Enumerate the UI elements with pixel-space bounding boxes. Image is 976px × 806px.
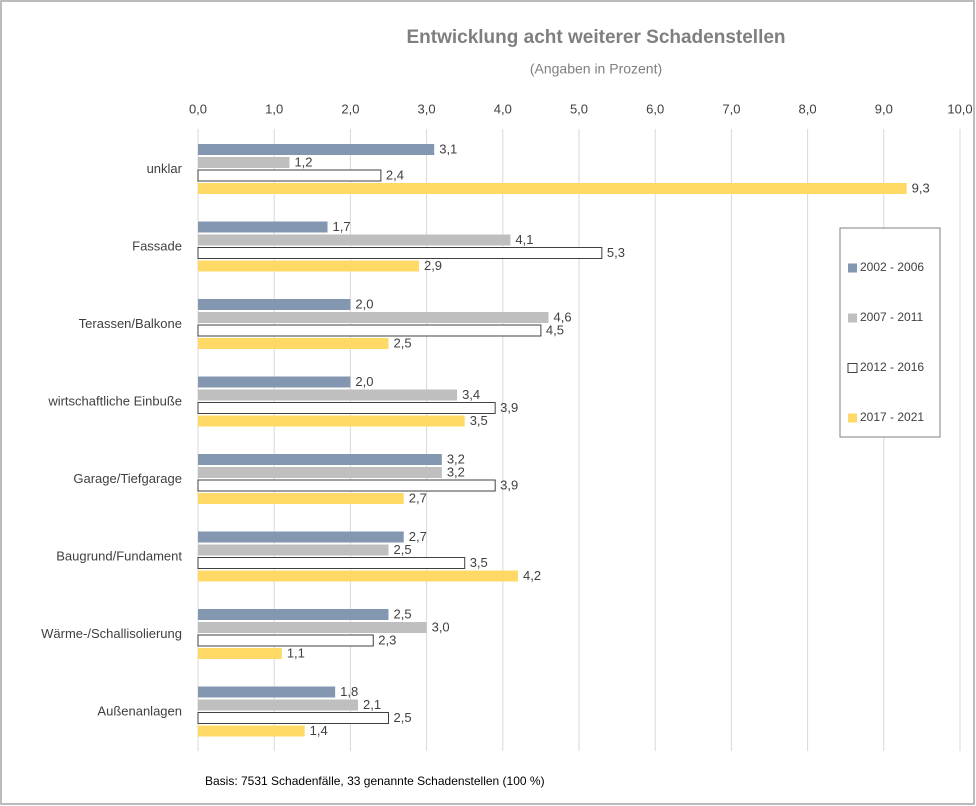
bar [198, 221, 328, 233]
y-tick-label: unklar [147, 161, 183, 176]
bar [198, 570, 519, 582]
bar [198, 454, 442, 465]
y-tick-label: wirtschaftliche Einbuße [47, 394, 182, 409]
x-tick-label: 4,0 [494, 101, 512, 116]
y-tick-label: Außenanlagen [97, 704, 182, 719]
data-label: 3,5 [470, 555, 488, 570]
y-tick-label: Wärme-/Schallisolierung [41, 626, 182, 641]
x-tick-label: 5,0 [570, 101, 588, 116]
data-label: 2,7 [409, 490, 427, 505]
x-tick-label: 9,0 [875, 101, 893, 116]
legend-label: 2007 - 2011 [860, 310, 923, 324]
bar [197, 634, 374, 647]
legend-swatch [848, 263, 857, 273]
x-tick-label: 6,0 [646, 101, 664, 116]
data-label: 3,2 [447, 451, 465, 466]
bar [198, 389, 458, 401]
bar [198, 622, 427, 633]
bar [198, 467, 442, 478]
legend-box [839, 227, 941, 438]
bar [198, 415, 465, 427]
bar [198, 699, 359, 711]
bar [197, 247, 603, 259]
data-label: 1,8 [340, 684, 358, 699]
data-label: 2,7 [409, 529, 427, 544]
x-tick-label: 10,0 [947, 101, 972, 116]
x-tick-label: 0,0 [189, 101, 207, 116]
bar [198, 376, 351, 388]
data-label: 3,9 [500, 400, 518, 415]
data-label: 4,1 [515, 232, 533, 247]
data-label: 3,4 [462, 387, 480, 402]
data-label: 2,5 [394, 606, 412, 621]
data-label: 2,0 [355, 374, 373, 389]
data-label: 3,5 [470, 413, 488, 428]
x-tick-label: 2,0 [341, 101, 359, 116]
data-label: 2,3 [378, 632, 396, 647]
legend-swatch [848, 313, 857, 323]
x-tick-label: 8,0 [799, 101, 817, 116]
data-label: 2,5 [394, 335, 412, 350]
y-tick-label: Baugrund/Fundament [56, 549, 182, 564]
bar [198, 531, 404, 543]
bar [198, 493, 404, 504]
data-label: 1,4 [310, 723, 328, 738]
bar [198, 686, 336, 698]
bar [198, 260, 419, 272]
chart-title: Entwicklung acht weiterer Schadenstellen [406, 27, 785, 48]
bar [197, 324, 542, 337]
bar [198, 299, 351, 310]
bar [198, 544, 389, 556]
data-label: 2,0 [355, 296, 373, 311]
bar [198, 648, 282, 659]
legend-label: 2017 - 2021 [860, 410, 924, 424]
data-label: 3,1 [439, 141, 457, 156]
chart-subtitle: (Angaben in Prozent) [530, 61, 662, 77]
data-label: 2,5 [394, 542, 412, 557]
data-label: 2,9 [424, 258, 442, 273]
bar [198, 157, 290, 168]
data-label: 5,3 [607, 245, 625, 260]
data-label: 2,4 [386, 167, 404, 182]
data-label: 2,1 [363, 697, 381, 712]
bar [198, 725, 305, 737]
bar [197, 479, 496, 492]
x-tick-label: 7,0 [722, 101, 740, 116]
y-tick-label: Garage/Tiefgarage [73, 471, 182, 486]
x-tick-label: 1,0 [265, 101, 283, 116]
bar [197, 402, 496, 414]
bar [197, 169, 382, 182]
legend-label: 2012 - 2016 [860, 360, 924, 374]
bar [198, 609, 389, 620]
x-tick-label: 3,0 [418, 101, 436, 116]
footnote: Basis: 7531 Schadenfälle, 33 genannte Sc… [205, 774, 545, 788]
legend-label: 2002 - 2006 [860, 260, 924, 274]
data-label: 9,3 [912, 180, 930, 195]
bar [198, 183, 907, 194]
data-label: 3,9 [500, 477, 518, 492]
bar [198, 144, 435, 155]
data-label: 3,2 [447, 464, 465, 479]
data-label: 4,6 [554, 309, 572, 324]
data-label: 1,7 [333, 219, 351, 234]
data-label: 1,1 [287, 645, 305, 660]
bar [197, 712, 389, 724]
bar [198, 338, 389, 349]
bar [197, 557, 466, 569]
bar [198, 234, 511, 246]
data-label: 2,5 [394, 710, 412, 725]
data-label: 4,2 [523, 568, 541, 583]
data-label: 4,5 [546, 322, 564, 337]
legend-swatch [848, 413, 857, 423]
bar [198, 312, 549, 323]
y-tick-label: Fassade [132, 239, 182, 254]
data-label: 3,0 [432, 619, 450, 634]
data-label: 1,2 [294, 154, 312, 169]
y-tick-label: Terassen/Balkone [79, 316, 182, 331]
legend-swatch [847, 363, 858, 373]
